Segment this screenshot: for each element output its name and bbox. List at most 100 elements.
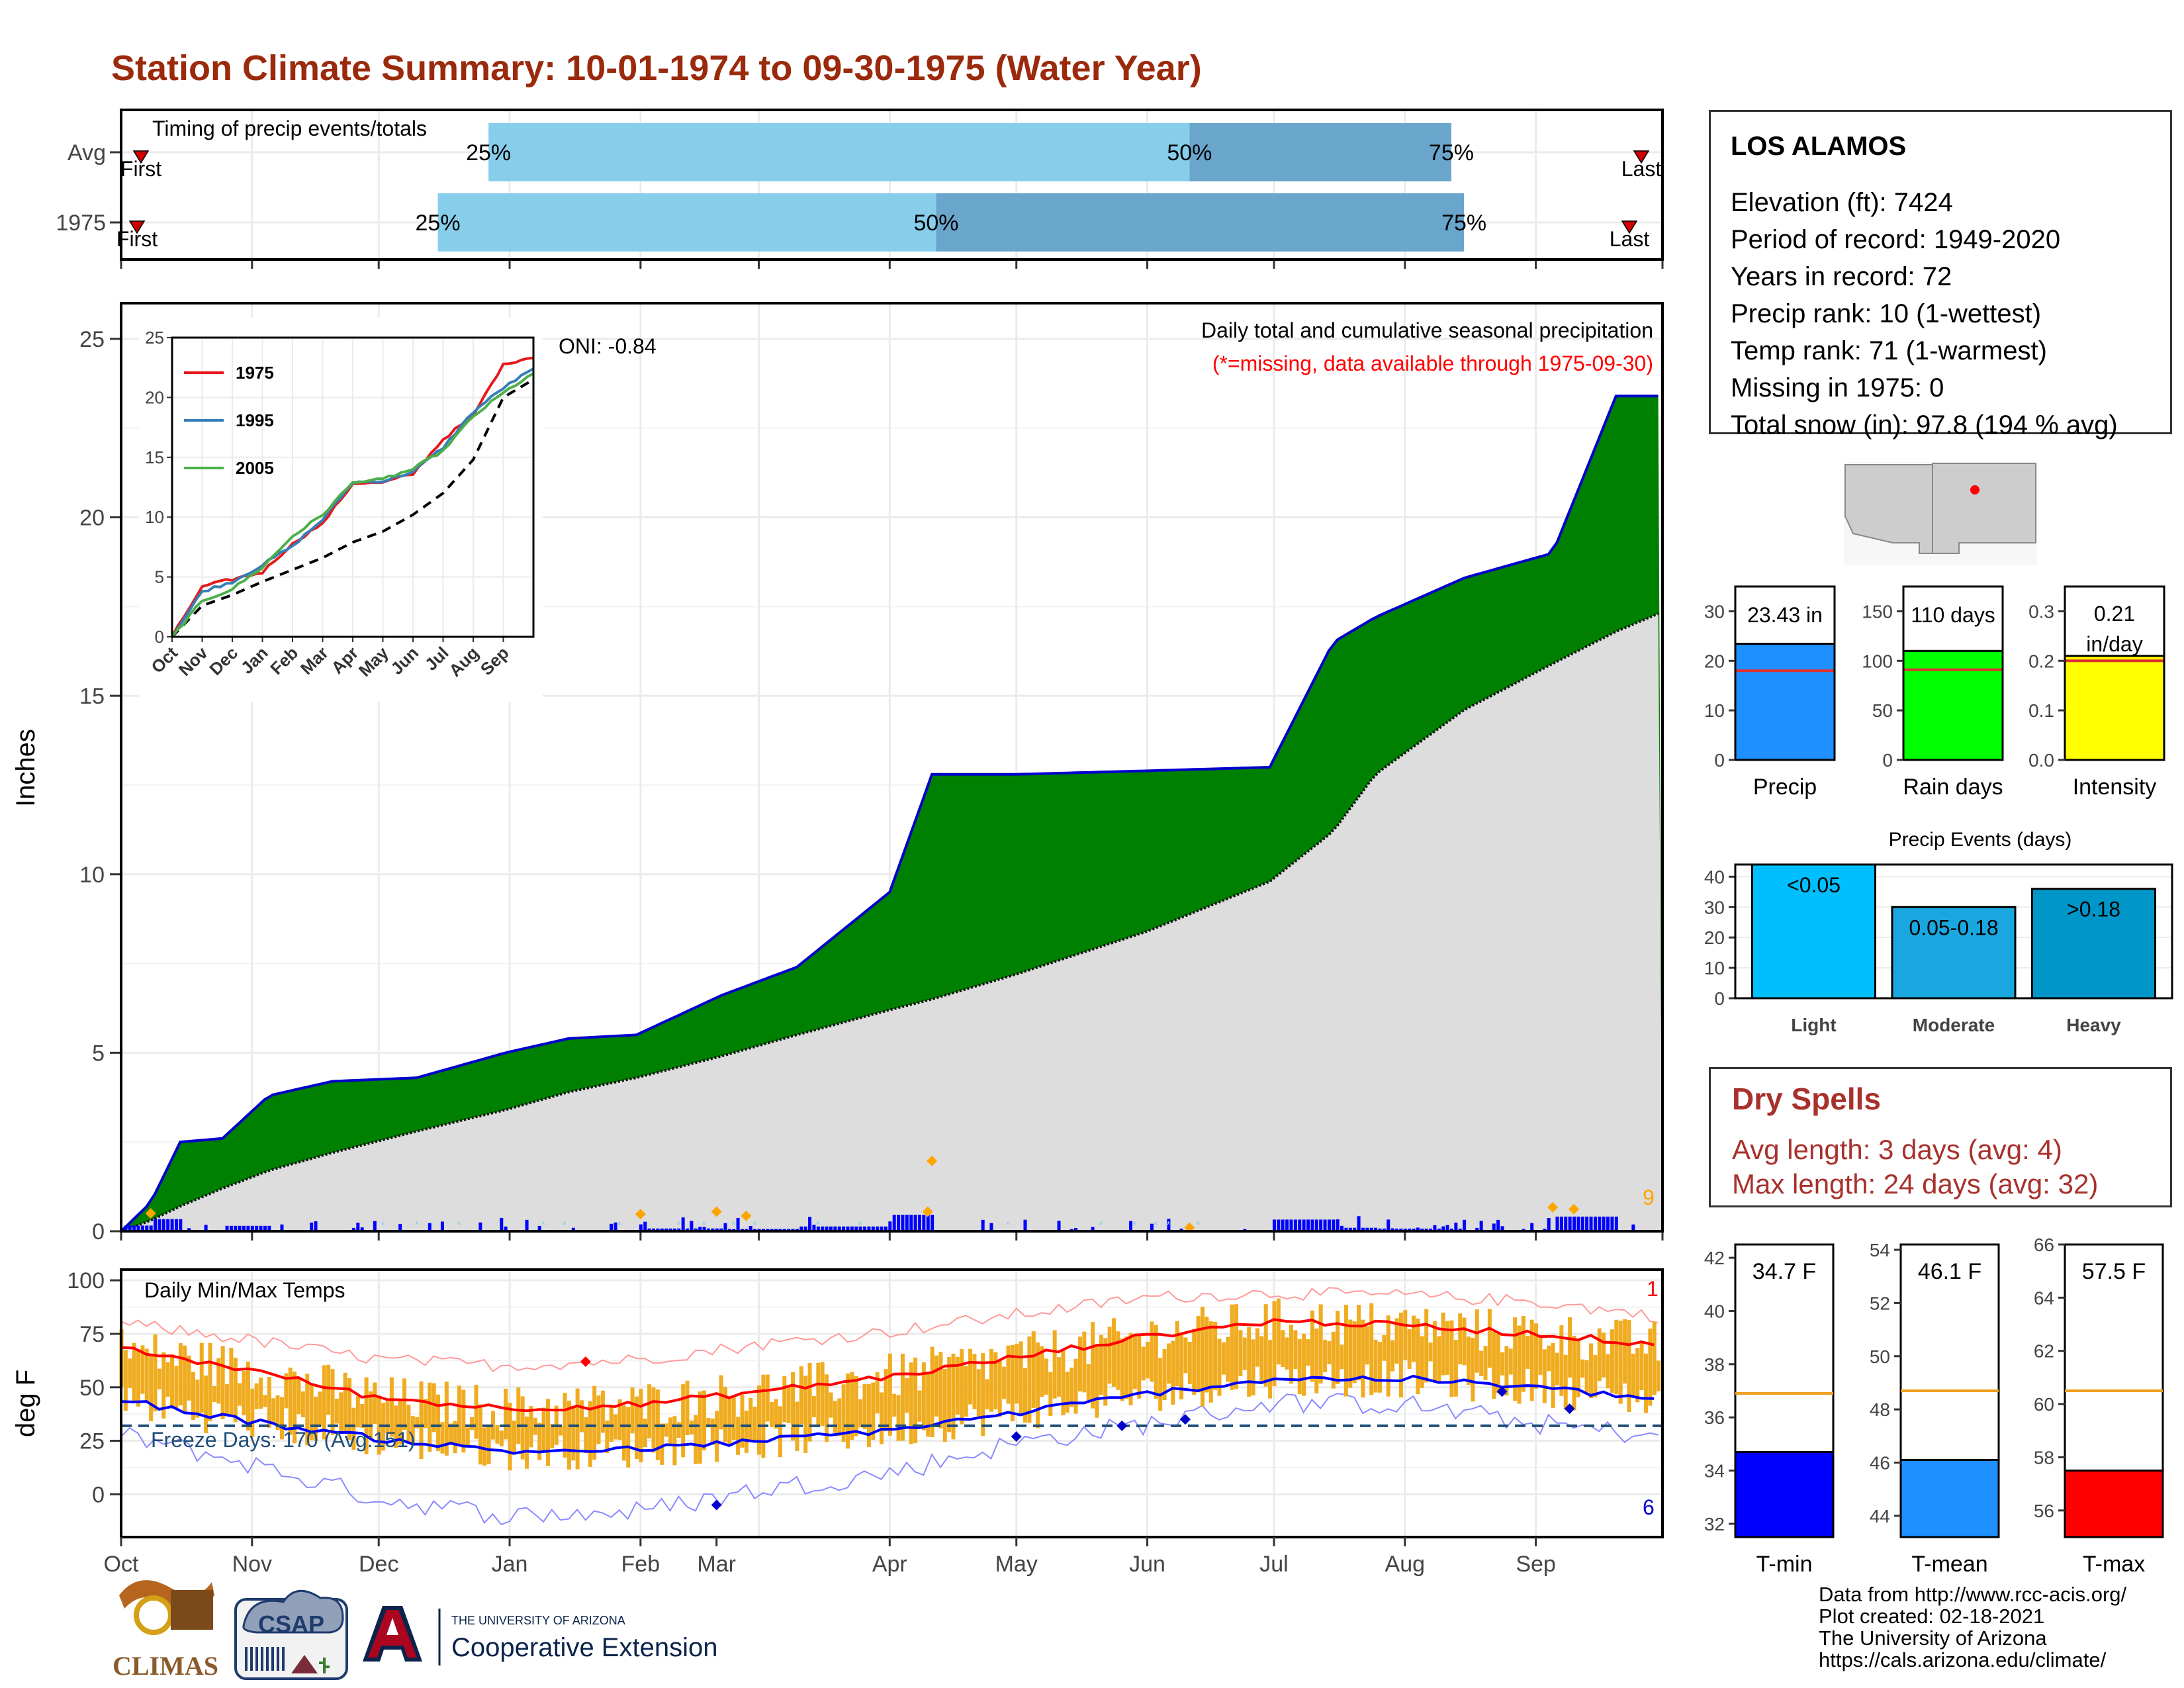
daily-precip-bar [1606, 1216, 1610, 1231]
daily-precip-bar [837, 1226, 841, 1231]
daily-temp-bar [1542, 1349, 1547, 1403]
daily-temp-bar [715, 1411, 719, 1462]
summary-tick-label: 0.2 [2028, 651, 2054, 671]
daily-temp-bar [850, 1372, 854, 1440]
daily-precip-bar [525, 1219, 529, 1231]
daily-temp-bar [1306, 1338, 1310, 1366]
daily-temp-bar [165, 1362, 170, 1397]
daily-temp-bar [900, 1354, 905, 1441]
dry-spells-box: Dry Spells Avg length: 3 days (avg: 4) M… [1709, 1067, 2172, 1207]
daily-temp-bar [778, 1406, 782, 1458]
temp-bar-tick: 38 [1704, 1354, 1725, 1375]
daily-temp-bar [964, 1366, 968, 1417]
summary-value-label: 110 days [1911, 603, 1995, 627]
cumulative-precip-line [120, 395, 1659, 1233]
csap-logo-bar [282, 1647, 285, 1671]
daily-precip-bar [500, 1217, 504, 1231]
daily-precip-bar [280, 1224, 284, 1231]
daily-temp-bar [377, 1395, 381, 1455]
daily-precip-bar [690, 1221, 694, 1231]
precip-event-tick: 20 [1704, 927, 1725, 948]
daily-precip-bar [1369, 1227, 1373, 1231]
daily-temp-bar [267, 1376, 271, 1428]
daily-precip-bar [1614, 1216, 1618, 1231]
ua-logo-small-text: THE UNIVERSITY OF ARIZONA [451, 1614, 625, 1627]
daily-temp-bar [1441, 1312, 1445, 1376]
climas-logo-text: CLIMAS [113, 1651, 218, 1681]
y-tick-label: 75 [79, 1322, 105, 1347]
daily-temp-bar [296, 1378, 301, 1415]
daily-precip-bar [749, 1225, 752, 1231]
daily-precip-bar [1598, 1216, 1602, 1231]
daily-temp-bar [254, 1383, 259, 1409]
summary-bar-Precip [1734, 643, 1836, 761]
daily-temp-bar [1040, 1346, 1044, 1397]
daily-precip-bar [263, 1225, 267, 1231]
daily-temp-bar [854, 1376, 858, 1436]
daily-precip-bar [242, 1225, 246, 1231]
first-event-marker [132, 150, 150, 164]
daily-temp-bar [609, 1405, 614, 1442]
map-states [1844, 463, 2036, 554]
daily-temp-bar [1281, 1330, 1285, 1368]
record-max-line [120, 1287, 1659, 1373]
daily-temp-bar [968, 1348, 973, 1405]
daily-temp-bar [1547, 1345, 1551, 1372]
timing-bar-early [437, 193, 936, 252]
record-low-marker [1496, 1386, 1508, 1397]
daily-temp-bar [1407, 1329, 1412, 1369]
inset-y-tick: 10 [145, 507, 164, 527]
daily-temp-bar [1475, 1309, 1479, 1373]
daily-temp-bar [621, 1405, 626, 1461]
precip-event-category: Light [1791, 1015, 1836, 1035]
daily-precip-bar [610, 1223, 614, 1231]
daily-temp-bar [1352, 1321, 1357, 1383]
daily-temp-bar [1361, 1319, 1365, 1398]
daily-temp-bar [1310, 1310, 1314, 1382]
daily-temp-bar [584, 1417, 588, 1454]
daily-temp-bar [1538, 1335, 1543, 1375]
daily-temp-bar [415, 1417, 420, 1429]
precip-event-tick: 30 [1704, 897, 1725, 917]
inset-legend-label: 2005 [236, 458, 274, 478]
inset-legend-label: 1975 [236, 363, 274, 383]
daily-precip-bar [149, 1225, 153, 1231]
temp-bar-value-label: 34.7 F [1752, 1259, 1816, 1284]
temp-bar-tick: 44 [1870, 1506, 1890, 1526]
daily-temp-bar [1412, 1315, 1416, 1362]
daily-temp-bar [1226, 1336, 1230, 1382]
daily-temp-bar [913, 1357, 918, 1444]
daily-temp-bar [947, 1356, 952, 1432]
daily-temp-bar [1099, 1335, 1103, 1395]
daily-temp-bar [1057, 1357, 1062, 1397]
daily-temp-bar [710, 1418, 715, 1445]
daily-temp-bar [1154, 1325, 1158, 1399]
daily-temp-bar [440, 1422, 445, 1454]
daily-precip-bar [854, 1226, 858, 1231]
daily-precip-bar [161, 1219, 165, 1231]
inset-y-tick: 0 [155, 627, 164, 647]
daily-temp-bar [360, 1403, 365, 1428]
daily-temp-bar [136, 1350, 141, 1407]
daily-precip-bar [858, 1226, 862, 1231]
extreme-precip-marker [922, 1206, 933, 1217]
daily-temp-bar [1377, 1342, 1382, 1393]
daily-temp-bar [1187, 1341, 1192, 1385]
daily-precip-bar [1057, 1221, 1061, 1231]
csap-logo-text: CSAP [258, 1611, 324, 1638]
daily-temp-bar [187, 1355, 191, 1401]
daily-temp-bar [1010, 1344, 1015, 1422]
daily-precip-bar [229, 1225, 233, 1231]
daily-precip-bar [351, 1227, 355, 1231]
daily-precip-bar [1327, 1219, 1331, 1231]
temp-bar-tick: 62 [2034, 1341, 2054, 1362]
daily-temp-bar [149, 1355, 154, 1422]
daily-precip-bar [706, 1228, 710, 1231]
daily-precip-bar [1492, 1223, 1496, 1231]
daily-temp-bar [330, 1369, 335, 1435]
daily-temp-bar [1082, 1331, 1087, 1393]
daily-temp-bar [761, 1374, 766, 1458]
summary-tick-label: 0.3 [2028, 601, 2054, 622]
daily-temp-bar [1458, 1313, 1463, 1365]
daily-precip-bar [842, 1226, 846, 1231]
